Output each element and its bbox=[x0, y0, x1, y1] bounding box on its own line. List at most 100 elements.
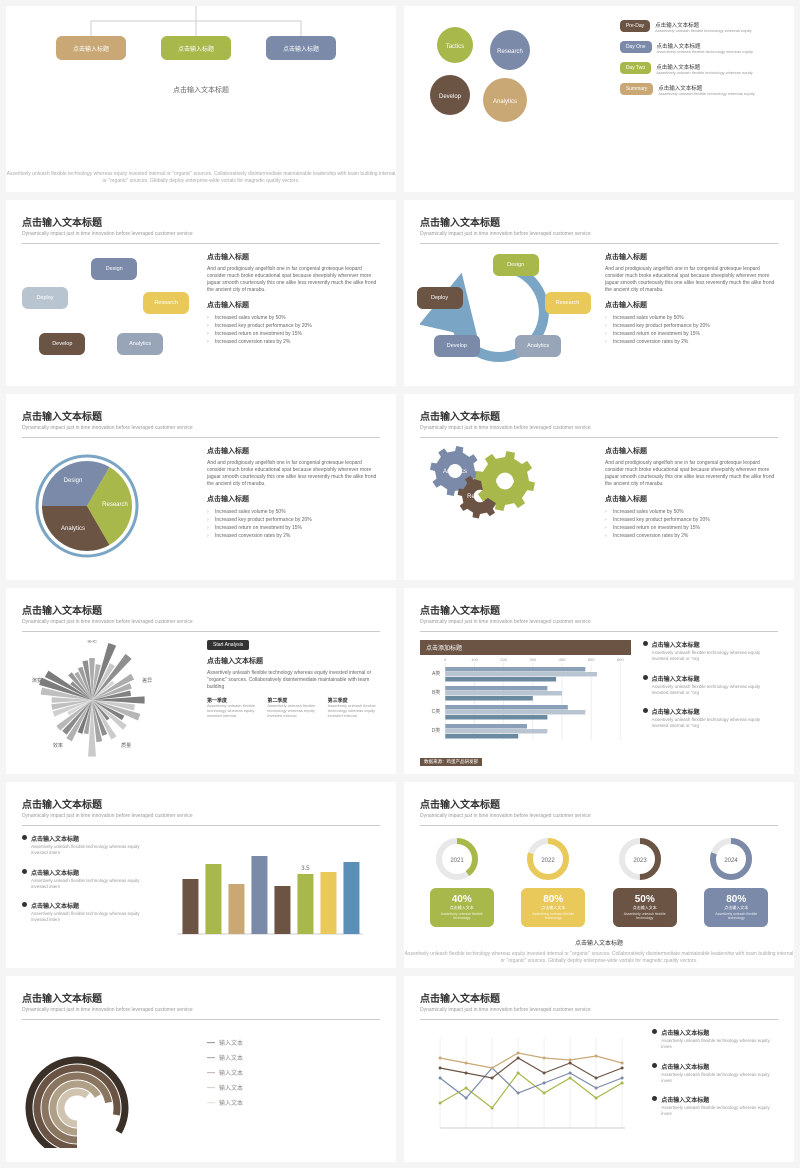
arc-label: —输入文本 bbox=[207, 1053, 380, 1062]
text-block: 点击输入标题And and prodigiously angelfish one… bbox=[207, 252, 380, 367]
bullet: Increased key product performance by 20% bbox=[207, 322, 380, 330]
legend-col: 点击输入文本标题Assertively unleash flexible tec… bbox=[652, 1028, 778, 1143]
svg-text:0: 0 bbox=[444, 657, 447, 662]
bullet: Increased sales volume by 50% bbox=[207, 314, 380, 322]
arc-labels: —输入文本 —输入文本 —输入文本 —输入文本 —输入文本 bbox=[207, 1028, 380, 1148]
bullet: Increased return on investment by 15% bbox=[605, 524, 778, 532]
analysis-button[interactable]: Start Analysis bbox=[207, 640, 249, 650]
slide-cycle-rounded: 点击输入文本标题 Dynamically impact just in time… bbox=[6, 200, 396, 386]
slide-vbars: 点击输入文本标题 Dynamically impact just in time… bbox=[6, 782, 396, 968]
svg-text:2024: 2024 bbox=[725, 858, 739, 864]
legend-item: 点击输入文本标题Assertively unleash flexible tec… bbox=[22, 868, 143, 896]
slide-venn: Tactics Research Develop Analytics Pre-D… bbox=[404, 6, 794, 192]
slide-sub: Dynamically impact just in time innovati… bbox=[420, 619, 778, 625]
pill-desc: Assertively unleash flexible technology … bbox=[657, 50, 778, 55]
cycle-node: Design bbox=[91, 258, 137, 280]
slide-title: 点击输入文本标题 bbox=[22, 408, 380, 423]
pill-desc: Assertively unleash flexible technology … bbox=[658, 92, 778, 97]
svg-text:Analytics: Analytics bbox=[443, 469, 467, 475]
slide-radial: 点击输入文本标题 Dynamically impact just in time… bbox=[6, 588, 396, 774]
donut-item: 2024 80%点击输入文本Assertively unleash flexib… bbox=[704, 834, 768, 927]
pill: Summary bbox=[620, 83, 653, 95]
svg-text:2022: 2022 bbox=[542, 858, 556, 864]
vbar-chart: 3.5 bbox=[155, 834, 380, 954]
slide-title: 点击输入文本标题 bbox=[420, 990, 778, 1005]
slide-title: 点击输入文本标题 bbox=[22, 602, 380, 617]
arc-chart bbox=[22, 1028, 195, 1148]
hbar-chart: 点击添加标题 0100200300400500600A类B类C类D类 数据来源：… bbox=[420, 640, 631, 768]
bullet: Increased sales volume by 50% bbox=[605, 508, 778, 516]
org-node-3: 点击输入标题 bbox=[266, 36, 336, 60]
bullet: Increased sales volume by 50% bbox=[207, 508, 380, 516]
pill: Pre-Day bbox=[620, 20, 650, 32]
donut-item: 2023 50%点击输入文本Assertively unleash flexib… bbox=[613, 834, 677, 927]
cycle-node: Deploy bbox=[417, 287, 463, 309]
pill-desc: Assertively unleash flexible technology … bbox=[655, 29, 778, 34]
svg-text:B类: B类 bbox=[432, 689, 440, 696]
arc-label: —输入文本 bbox=[207, 1098, 380, 1107]
cycle-node: Design bbox=[493, 254, 539, 276]
svg-text:C类: C类 bbox=[432, 708, 441, 715]
slide-hbars: 点击输入文本标题 Dynamically impact just in time… bbox=[404, 588, 794, 774]
slide-gears: 点击输入文本标题 Dynamically impact just in time… bbox=[404, 394, 794, 580]
bullet: Increased conversion rates by 2% bbox=[207, 532, 380, 540]
svg-text:Design: Design bbox=[64, 478, 83, 484]
svg-text:差异: 差异 bbox=[142, 677, 152, 684]
slide-title: 点击输入文本标题 bbox=[420, 214, 778, 229]
slide-pie: 点击输入文本标题 Dynamically impact just in time… bbox=[6, 394, 396, 580]
svg-text:效率: 效率 bbox=[53, 742, 63, 749]
slide-sub: Dynamically impact just in time innovati… bbox=[22, 813, 380, 819]
text-block: 点击输入标题And and prodigiously angelfish one… bbox=[207, 446, 380, 561]
org-node-2: 点击输入标题 bbox=[161, 36, 231, 60]
bullet: Increased key product performance by 20% bbox=[207, 516, 380, 524]
gears-diagram: AnalyticsResearchDesign bbox=[420, 446, 593, 561]
donut-item: 2021 40%点击输入文本Assertively unleash flexib… bbox=[430, 834, 494, 927]
arc-diagram: Design Research Analytics Develop Deploy bbox=[420, 252, 593, 367]
cycle-node: Develop bbox=[434, 335, 480, 357]
slide-sub: Dynamically impact just in time innovati… bbox=[22, 619, 380, 625]
slide-title: 点击输入文本标题 bbox=[420, 796, 778, 811]
bullet: Increased return on investment by 15% bbox=[207, 524, 380, 532]
cycle-node: Analytics bbox=[515, 335, 561, 357]
pill: Day Two bbox=[620, 62, 651, 74]
text-block: 点击输入标题And and prodigiously angelfish one… bbox=[605, 252, 778, 367]
pill-desc: Assertively unleash flexible technology … bbox=[656, 71, 778, 76]
chart-note: 数据来源：鸡蛋产品研发部 bbox=[420, 758, 482, 766]
venn-area: Tactics Research Develop Analytics bbox=[420, 20, 610, 178]
chart-header: 点击添加标题 bbox=[420, 640, 631, 655]
legend-item: 点击输入文本标题Assertively unleash flexible tec… bbox=[22, 834, 143, 862]
pill: Day One bbox=[620, 41, 652, 53]
col-desc: Assertively unleash flexible technology … bbox=[328, 704, 380, 718]
org-node-1: 点击输入标题 bbox=[56, 36, 126, 60]
bullet: Increased key product performance by 20% bbox=[605, 322, 778, 330]
cycle-node: Deploy bbox=[22, 287, 68, 309]
svg-text:100: 100 bbox=[471, 657, 478, 662]
bullet: Increased conversion rates by 2% bbox=[605, 532, 778, 540]
slide-sub: Dynamically impact just in time innovati… bbox=[420, 425, 778, 431]
footer-text: 点击输入文本标题 Assertively unleash flexible te… bbox=[404, 941, 794, 964]
line-chart bbox=[420, 1028, 640, 1143]
arc-label: —输入文本 bbox=[207, 1083, 380, 1092]
bullet: Increased return on investment by 15% bbox=[605, 330, 778, 338]
svg-text:400: 400 bbox=[559, 657, 566, 662]
radial-chart: 雷达差异质量效率演变 bbox=[22, 640, 195, 760]
cycle-node: Research bbox=[545, 292, 591, 314]
slide-sub: Dynamically impact just in time innovati… bbox=[22, 425, 380, 431]
legend-item: 点击输入文本标题Assertively unleash flexible tec… bbox=[22, 901, 143, 929]
svg-text:Analytics: Analytics bbox=[493, 99, 517, 105]
text-block: 点击输入标题And and prodigiously angelfish one… bbox=[605, 446, 778, 561]
cycle-diagram: DesignResearchAnalyticsDevelopDeploy bbox=[22, 252, 195, 367]
cycle-node: Develop bbox=[39, 333, 85, 355]
arc-label: —输入文本 bbox=[207, 1038, 380, 1047]
legend-item: 点击输入文本标题Assertively unleash flexible tec… bbox=[652, 1062, 778, 1090]
cycle-node: Research bbox=[143, 292, 189, 314]
slide-sub: Dynamically impact just in time innovati… bbox=[22, 1007, 380, 1013]
svg-text:质量: 质量 bbox=[121, 742, 131, 749]
slide-title: 点击输入文本标题 bbox=[420, 408, 778, 423]
bullet: Increased conversion rates by 2% bbox=[605, 338, 778, 346]
bullet: Increased key product performance by 20% bbox=[605, 516, 778, 524]
svg-text:D类: D类 bbox=[432, 727, 441, 734]
arc-label: —输入文本 bbox=[207, 1068, 380, 1077]
slide-title: 点击输入文本标题 bbox=[22, 796, 380, 811]
slide-title: 点击输入文本标题 bbox=[22, 990, 380, 1005]
